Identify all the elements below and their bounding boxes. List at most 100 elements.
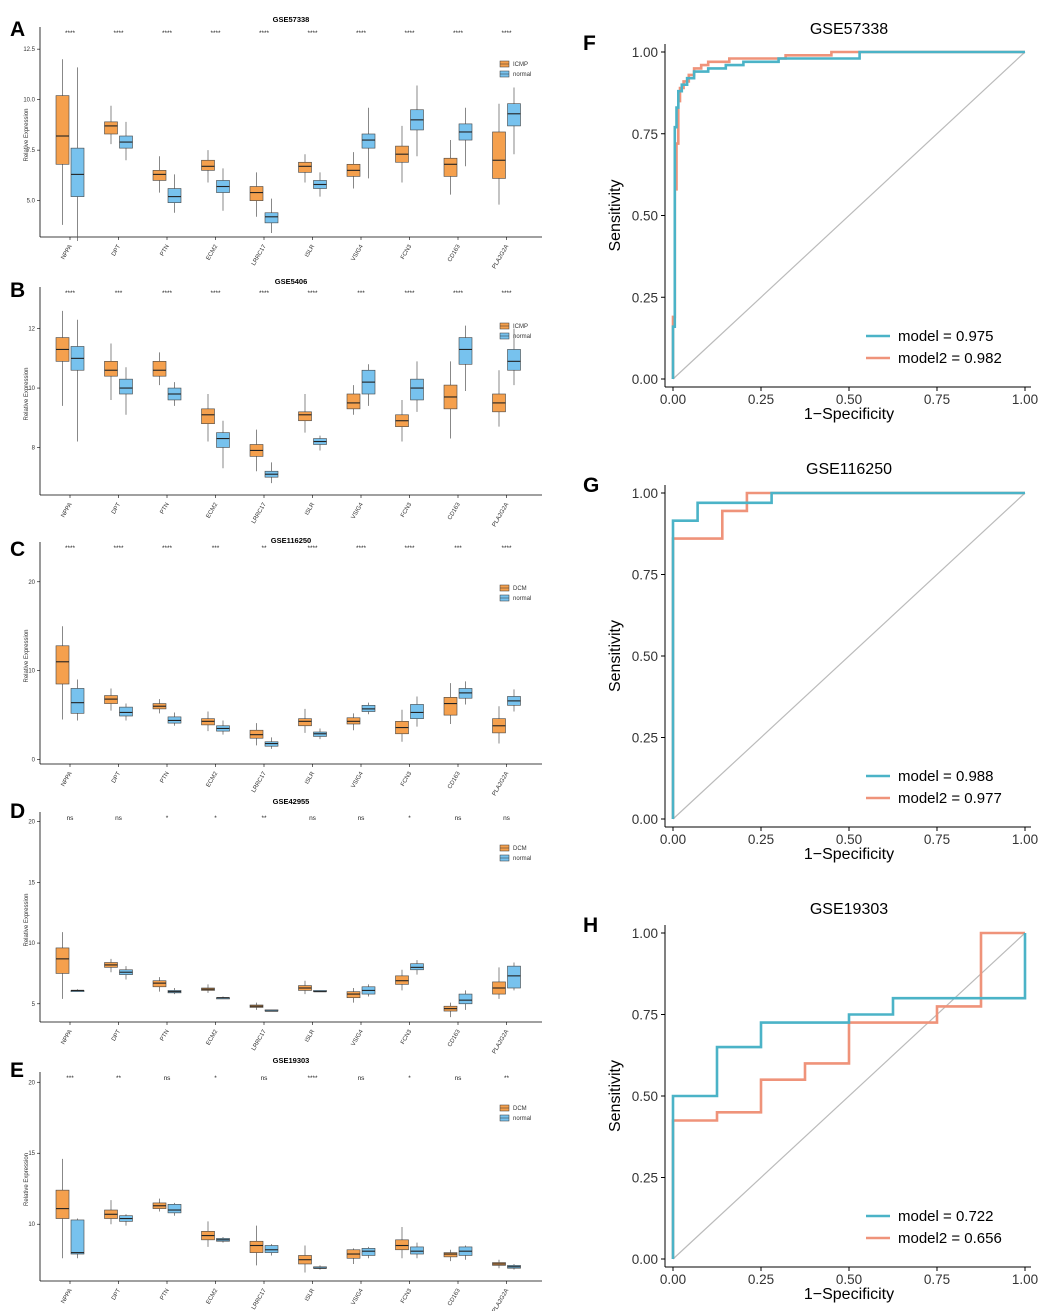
legend-label-model2: model2 = 0.977 bbox=[898, 790, 1002, 807]
y-tick-label: 0.25 bbox=[632, 731, 658, 746]
box-normal bbox=[507, 103, 521, 127]
panel-title: GSE42955 bbox=[273, 797, 310, 806]
box-normal bbox=[507, 965, 521, 989]
legend-label-model: model = 0.975 bbox=[898, 328, 994, 345]
x-tick-label: 0.50 bbox=[836, 392, 862, 407]
gene-label: PTN bbox=[160, 244, 171, 257]
panel-letter: B bbox=[10, 279, 25, 302]
legend-label-normal: normal bbox=[513, 596, 531, 602]
roc-panel-h: H GSE19303 0.000.00 0.25 0.25 0.50 0.50 0.75 0.7… bbox=[583, 901, 1038, 1303]
significance-label: **** bbox=[210, 290, 221, 297]
box-case bbox=[104, 361, 118, 377]
significance-label: **** bbox=[113, 545, 124, 552]
gene-label: LRRC17 bbox=[251, 1287, 268, 1311]
box-case bbox=[249, 186, 264, 201]
y-tick-label: 0.25 bbox=[632, 1171, 658, 1186]
gene-label: NPPA bbox=[61, 244, 74, 261]
legend-label-normal: normal bbox=[513, 856, 531, 862]
significance-label: * bbox=[408, 815, 411, 822]
box-case bbox=[249, 1240, 264, 1253]
box-case bbox=[395, 975, 409, 985]
box-normal bbox=[410, 378, 424, 401]
gene-label: DPT bbox=[111, 502, 122, 516]
gene-label: FCN3 bbox=[400, 770, 413, 787]
gene-label: LRRC17 bbox=[251, 770, 268, 794]
box-normal bbox=[70, 147, 85, 197]
significance-label: **** bbox=[404, 545, 415, 552]
gene-label: DPT bbox=[111, 1288, 122, 1302]
x-tick-label: 1.00 bbox=[1012, 832, 1038, 847]
box-case bbox=[395, 1239, 409, 1251]
gene-label: LRRC17 bbox=[251, 501, 268, 525]
significance-label: ns bbox=[309, 815, 317, 822]
significance-label: **** bbox=[162, 545, 173, 552]
box-normal bbox=[507, 349, 521, 371]
box-normal bbox=[264, 1245, 279, 1253]
significance-label: **** bbox=[307, 30, 318, 37]
box-case bbox=[443, 157, 458, 177]
box-normal bbox=[167, 188, 182, 203]
box-normal bbox=[70, 688, 85, 714]
legend-label-icmp: ICMP bbox=[513, 324, 528, 330]
box-case bbox=[104, 121, 118, 135]
y-tick-label: 20 bbox=[28, 1080, 35, 1086]
y-tick-label: 5 bbox=[32, 1002, 36, 1008]
significance-label: **** bbox=[501, 290, 512, 297]
box-case bbox=[443, 697, 458, 716]
box-case bbox=[152, 361, 167, 377]
legend-label-dcm: DCM bbox=[513, 846, 527, 852]
box-normal bbox=[119, 706, 133, 717]
y-tick-label: 10.0 bbox=[23, 98, 35, 104]
gene-label: NPPA bbox=[61, 771, 74, 788]
y-tick-label: 20 bbox=[28, 580, 35, 586]
x-axis-label: 1−Specificity bbox=[804, 406, 894, 423]
box-case bbox=[55, 645, 70, 685]
significance-label: ** bbox=[116, 1075, 122, 1082]
reference-diagonal bbox=[672, 932, 1026, 1260]
gene-label: PLA2G2A bbox=[492, 1029, 511, 1055]
gene-label: CD163 bbox=[447, 770, 462, 790]
significance-label: **** bbox=[453, 30, 464, 37]
significance-label: ** bbox=[261, 815, 267, 822]
box-case bbox=[55, 1189, 70, 1219]
reference-diagonal bbox=[672, 51, 1026, 380]
gene-label: DPT bbox=[111, 1029, 122, 1043]
roc-curve-model2 bbox=[671, 931, 1025, 1259]
x-tick-label: 0.50 bbox=[836, 832, 862, 847]
x-tick-label: 0.00 bbox=[660, 392, 686, 407]
x-tick-label: 0.25 bbox=[748, 392, 774, 407]
gene-label: CD163 bbox=[447, 1287, 462, 1307]
x-tick-label: 0.00 bbox=[660, 1272, 686, 1287]
panel-title: GSE5406 bbox=[275, 277, 308, 286]
roc-curve-model2 bbox=[671, 50, 1025, 379]
significance-label: ns bbox=[115, 815, 123, 822]
box-case bbox=[346, 991, 361, 999]
box-normal bbox=[216, 432, 230, 448]
significance-label: **** bbox=[210, 30, 221, 37]
legend-label-model: model = 0.988 bbox=[898, 768, 994, 785]
significance-label: **** bbox=[404, 30, 415, 37]
gene-label: ECM2 bbox=[206, 1028, 220, 1046]
x-tick-label: 0.25 bbox=[748, 1272, 774, 1287]
y-tick-label: 15 bbox=[28, 1151, 35, 1157]
significance-label: ns bbox=[503, 815, 511, 822]
gene-label: CD163 bbox=[447, 501, 462, 521]
box-case bbox=[298, 411, 312, 422]
significance-label: **** bbox=[501, 545, 512, 552]
boxplot-panel-d: D GSE42955 5 10 15 20 Relative Expression DCM no… bbox=[10, 797, 542, 1055]
gene-label: PTN bbox=[160, 1029, 171, 1042]
gene-label: ISLR bbox=[304, 1287, 316, 1302]
y-tick-label: 10 bbox=[28, 941, 35, 947]
boxplot-panel-b: B GSE5406 8 10 12 Relative Expression ICMP norm… bbox=[10, 277, 542, 528]
significance-label: **** bbox=[65, 545, 76, 552]
y-tick-label: 10 bbox=[28, 1222, 35, 1228]
box-normal bbox=[458, 993, 473, 1005]
y-tick-label: 12 bbox=[28, 327, 35, 333]
significance-label: * bbox=[214, 1075, 217, 1082]
roc-curve-model bbox=[671, 491, 1025, 819]
significance-label: * bbox=[166, 815, 169, 822]
significance-label: ** bbox=[504, 1075, 510, 1082]
panel-title: GSE19303 bbox=[273, 1056, 310, 1065]
significance-label: *** bbox=[66, 1075, 74, 1082]
y-tick-label: 0.50 bbox=[632, 1089, 658, 1104]
